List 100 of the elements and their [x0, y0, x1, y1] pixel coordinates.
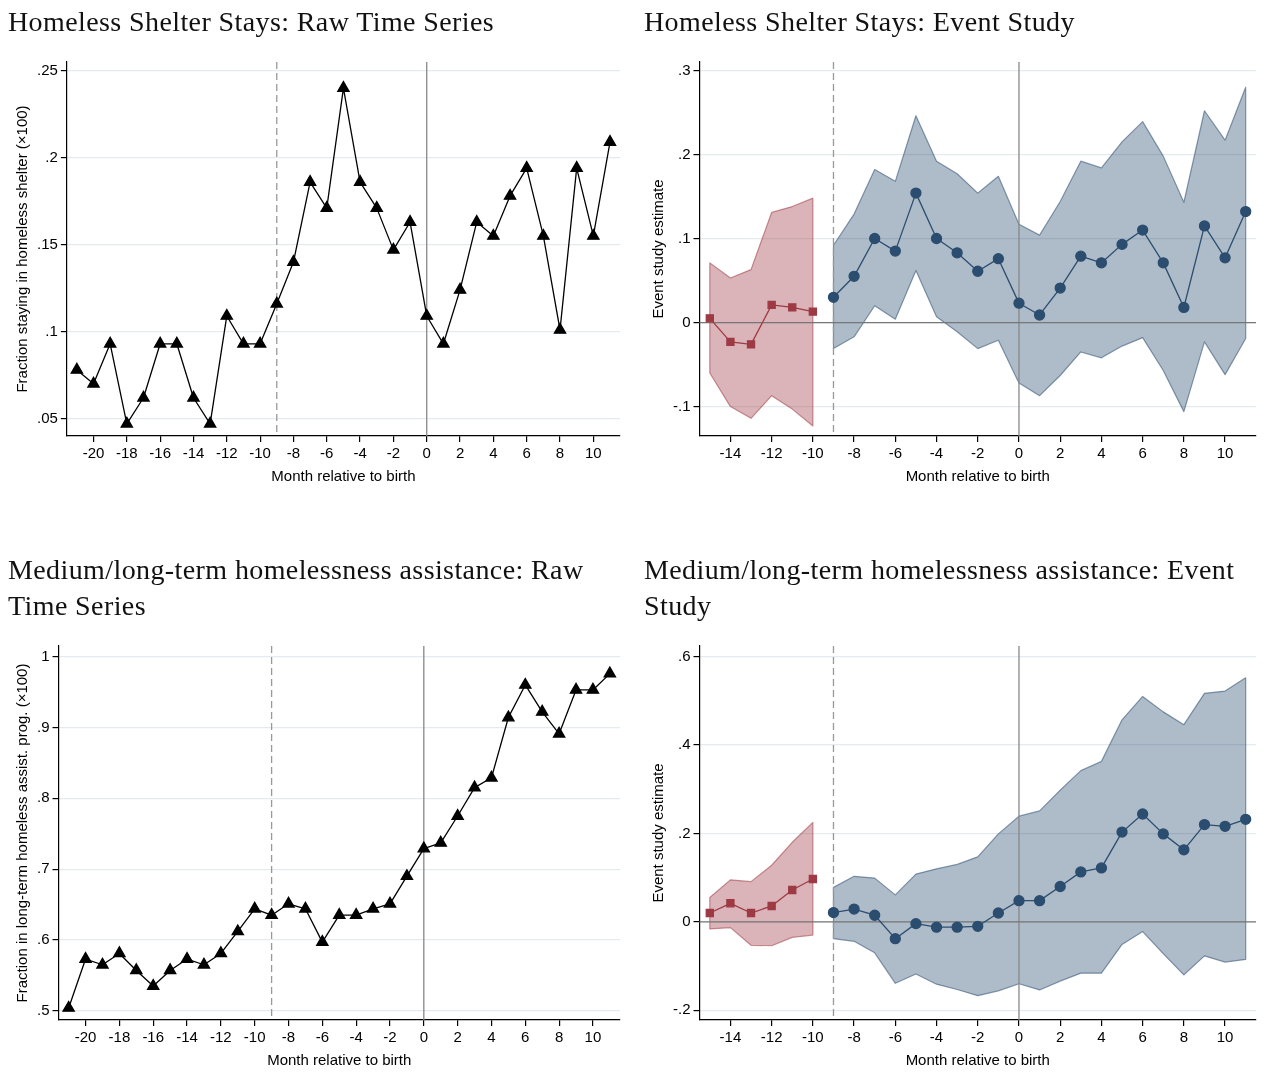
y-tick-label: 1 [41, 646, 50, 664]
x-tick-label: 4 [487, 1028, 496, 1046]
x-tick-label: -10 [243, 1028, 266, 1046]
point [1054, 282, 1066, 294]
x-tick-label: -6 [888, 444, 902, 462]
point [1075, 866, 1087, 878]
point [485, 770, 498, 782]
point [569, 682, 583, 694]
point [316, 934, 329, 946]
point [137, 390, 150, 402]
point [910, 187, 922, 199]
point [827, 906, 840, 919]
y-tick-label: .1 [45, 321, 58, 339]
point [930, 921, 943, 933]
y-tick-label: .2 [45, 147, 58, 165]
x-tick-label: 10 [585, 444, 602, 462]
point [808, 307, 818, 316]
x-tick-label: -12 [760, 444, 783, 462]
point [1178, 301, 1190, 314]
point [1157, 257, 1169, 269]
y-tick-label: .25 [36, 60, 58, 78]
point [1178, 844, 1190, 856]
point [113, 946, 126, 958]
x-tick-label: -16 [149, 444, 171, 462]
x-tick-label: 0 [422, 444, 431, 462]
point [1013, 894, 1025, 907]
point [248, 901, 261, 913]
x-tick-label: 0 [1014, 1028, 1024, 1046]
point [746, 340, 756, 349]
point [972, 920, 984, 932]
x-tick-label: -6 [315, 1028, 330, 1046]
x-tick-label: -20 [82, 444, 105, 462]
y-tick-label: .5 [36, 1000, 50, 1018]
y-tick-label: .05 [36, 408, 58, 426]
point [570, 160, 583, 173]
point [587, 228, 600, 240]
point [1198, 818, 1211, 831]
point [400, 869, 414, 881]
point [1095, 862, 1108, 874]
point [869, 909, 881, 921]
point [503, 188, 517, 200]
x-tick-label: -14 [719, 1028, 742, 1046]
point [96, 957, 109, 969]
x-tick-label: 6 [522, 444, 531, 462]
x-tick-label: -2 [971, 444, 985, 462]
point [705, 314, 714, 323]
point [451, 808, 464, 820]
y-tick-label: .7 [36, 859, 50, 877]
point [146, 978, 160, 990]
x-tick-label: -4 [929, 444, 944, 462]
x-tick-label: 4 [489, 444, 498, 462]
point [87, 376, 100, 388]
point [537, 228, 550, 240]
x-tick-label: -14 [719, 444, 742, 462]
x-tick-label: -6 [888, 1028, 902, 1046]
x-tick-label: 4 [1097, 444, 1106, 462]
point [552, 726, 566, 738]
y-tick-label: .4 [677, 735, 691, 753]
point [1013, 297, 1025, 309]
point [214, 946, 228, 958]
point [337, 80, 350, 92]
point [788, 885, 797, 895]
point [869, 232, 881, 245]
x-tick-label: 2 [453, 1028, 462, 1046]
point [848, 903, 860, 915]
point [253, 336, 267, 348]
point [502, 710, 515, 722]
chart-title: Medium/long-term homelessness assistance: Event Study [644, 553, 1236, 623]
point [417, 841, 431, 853]
y-axis-title: Event study estimate [649, 179, 667, 319]
point [726, 337, 735, 347]
y-axis-title: Event study estimate [649, 763, 667, 903]
x-tick-label: 2 [455, 444, 465, 462]
point [972, 265, 984, 277]
y-tick-label: -.2 [672, 1000, 691, 1018]
x-tick-label: -4 [929, 1028, 944, 1046]
point [487, 228, 500, 240]
x-tick-label: 10 [1216, 1028, 1234, 1046]
x-tick-label: -8 [847, 1028, 861, 1046]
x-tick-label: -2 [383, 1028, 397, 1046]
point [1157, 828, 1169, 840]
point [470, 214, 483, 226]
y-tick-label: .6 [677, 646, 691, 664]
x-tick-label: -8 [286, 444, 301, 462]
y-tick-label: 0 [682, 312, 691, 330]
x-tick-label: -4 [349, 1028, 363, 1046]
point [299, 901, 312, 913]
point [130, 963, 143, 975]
x-axis-title: Month relative to birth [905, 1051, 1050, 1069]
y-tick-label: .2 [677, 823, 691, 841]
point [848, 270, 860, 282]
point [353, 174, 367, 186]
x-tick-label: -10 [802, 444, 824, 462]
x-tick-label: 0 [1014, 444, 1024, 462]
point [788, 303, 797, 312]
x-tick-label: 2 [1056, 444, 1065, 462]
y-tick-label: .9 [36, 717, 50, 735]
x-tick-label: 8 [554, 1028, 564, 1046]
x-tick-label: -10 [249, 444, 271, 462]
point [992, 253, 1005, 265]
